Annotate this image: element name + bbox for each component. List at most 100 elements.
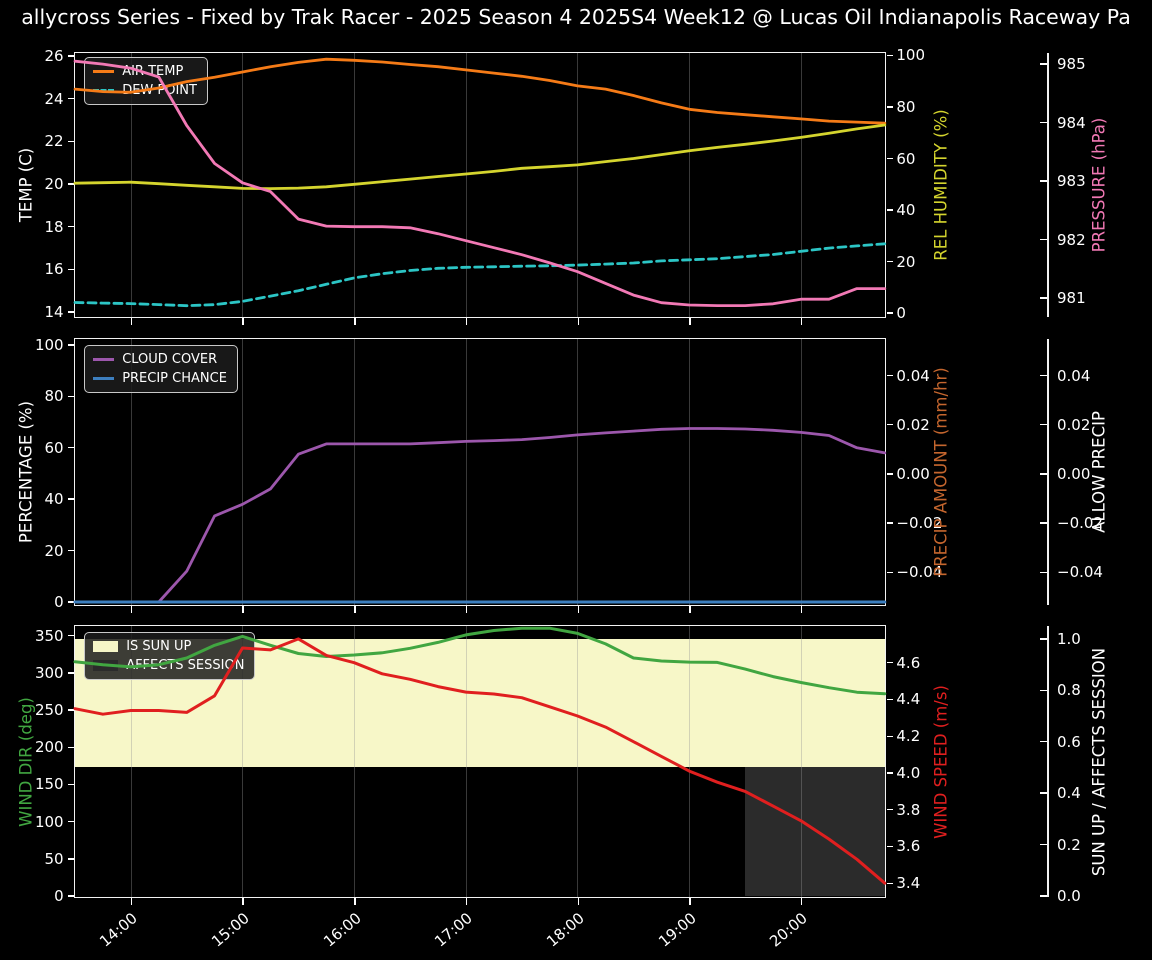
x-tick-mark [577,318,579,325]
y-tick-mark [1040,63,1047,65]
y-tick-label: 50 [44,849,64,868]
grid-line [353,625,355,897]
y-tick-label: 40 [44,490,64,509]
y-tick-label: 0.00 [1057,464,1091,483]
x-tick-label: 14:00 [96,909,142,951]
y-tick-mark [67,55,75,57]
y-tick-mark [67,601,75,603]
grid-line [465,338,467,605]
y-tick-mark [67,395,75,398]
y-tick-label: 3.8 [896,800,921,819]
y-tick-label: 20 [44,541,64,560]
y-tick-label: 0.04 [896,366,930,385]
grid-line [689,52,691,317]
y-tick-label: 20 [44,175,64,194]
y-tick-mark [67,447,75,449]
y-tick-mark [1040,571,1047,573]
legend-item: IS SUN UP [93,639,244,654]
y-tick-mark [886,209,894,211]
y-tick-mark [67,97,75,100]
y-tick-mark [886,698,894,701]
y-tick-mark [1040,424,1047,426]
x-tick-mark [800,318,803,325]
y-tick-mark [1040,374,1047,377]
x-tick-mark [354,898,356,905]
y-tick-mark [886,54,894,57]
series-cloud [73,426,887,603]
y-tick-label: 1.0 [1057,630,1081,648]
y-tick-label: 300 [34,663,64,682]
grid-line [130,338,132,605]
wind-speed-m-s--axis-label: WIND SPEED (m/s) [931,684,951,839]
y-tick-label: −0.04 [896,563,943,582]
legend-item: CLOUD COVER [93,352,227,367]
legend-item: PRECIP CHANCE [93,371,227,386]
y-tick-label: 0.2 [1057,835,1081,854]
y-tick-mark [886,571,894,573]
x-tick-mark [689,606,691,613]
x-tick-mark [242,898,244,905]
y-tick-mark [1040,638,1047,640]
y-tick-label: 18 [44,217,64,236]
wind-dir-deg--axis-label: WIND DIR (deg) [16,696,36,827]
temperature-pressure-plot: AIR TEMP DEW POINT [73,51,887,318]
y-tick-mark [886,312,894,314]
y-tick-mark [1040,522,1047,524]
x-tick-mark [242,606,244,613]
x-tick-mark [130,318,133,325]
y-tick-mark [67,783,75,786]
y-tick-mark [1040,121,1047,124]
y-tick-mark [67,549,75,552]
rel-humidity--axis-label: REL HUMIDITY (%) [931,109,951,261]
y-tick-mark [67,858,75,860]
y-tick-label: 0.04 [1057,366,1091,385]
y-tick-mark [1040,843,1047,846]
grid-line [465,52,467,317]
y-tick-mark [1040,741,1047,743]
y-tick-label: 0 [54,887,64,905]
legend-label: DEW POINT [122,82,197,98]
precip-amount-mm-hr--axis-label: PRECIP AMOUNT (mm/hr) [931,367,951,577]
x-tick-mark [800,606,803,613]
y-tick-mark [886,522,894,524]
grid-line [577,52,579,317]
y-tick-label: 4.0 [896,763,921,782]
x-tick-label: 18:00 [543,909,588,951]
series-pressure [73,59,887,307]
y-tick-label: 981 [1057,288,1086,307]
x-tick-mark [577,606,579,613]
y-tick-mark [67,672,75,674]
precip-chance-swatch [93,376,115,380]
temperature-lines [73,57,887,307]
y-tick-label: 60 [44,438,64,457]
grid-line [800,52,802,317]
legend-label: AFFECTS SESSION [126,657,245,673]
y-tick-mark [886,772,894,774]
y-tick-label: 14 [44,303,64,322]
legend-item: AIR TEMP [93,64,197,79]
y-tick-label: 200 [34,738,64,757]
y-tick-label: 80 [44,387,64,406]
y-tick-label: 4.2 [896,727,921,746]
y-tick-mark [67,820,75,823]
percentage--axis-label: PERCENTAGE (%) [16,400,36,544]
y-tick-mark [1040,180,1047,182]
pressure-hpa--axis-label: PRESSURE (hPa) [1089,117,1109,253]
legend-label: CLOUD COVER [122,351,218,367]
y-tick-label: 80 [896,98,916,116]
y-tick-label: 20 [896,252,916,271]
grid-line [242,625,244,897]
y-tick-mark [67,498,75,500]
y-tick-label: 0.02 [896,415,930,434]
legend-label: PRECIP CHANCE [122,370,227,386]
y-tick-mark [67,183,75,185]
y-tick-mark [67,226,75,228]
sun-up-affects-session-axis-label: SUN UP / AFFECTS SESSION [1089,647,1109,876]
legend-label: AIR TEMP [122,63,184,79]
y-tick-mark [886,735,894,737]
y-tick-label: 4.6 [896,653,921,672]
y-tick-label: 0.6 [1057,732,1081,751]
air-temp-swatch [93,69,115,73]
x-tick-mark [242,318,244,325]
